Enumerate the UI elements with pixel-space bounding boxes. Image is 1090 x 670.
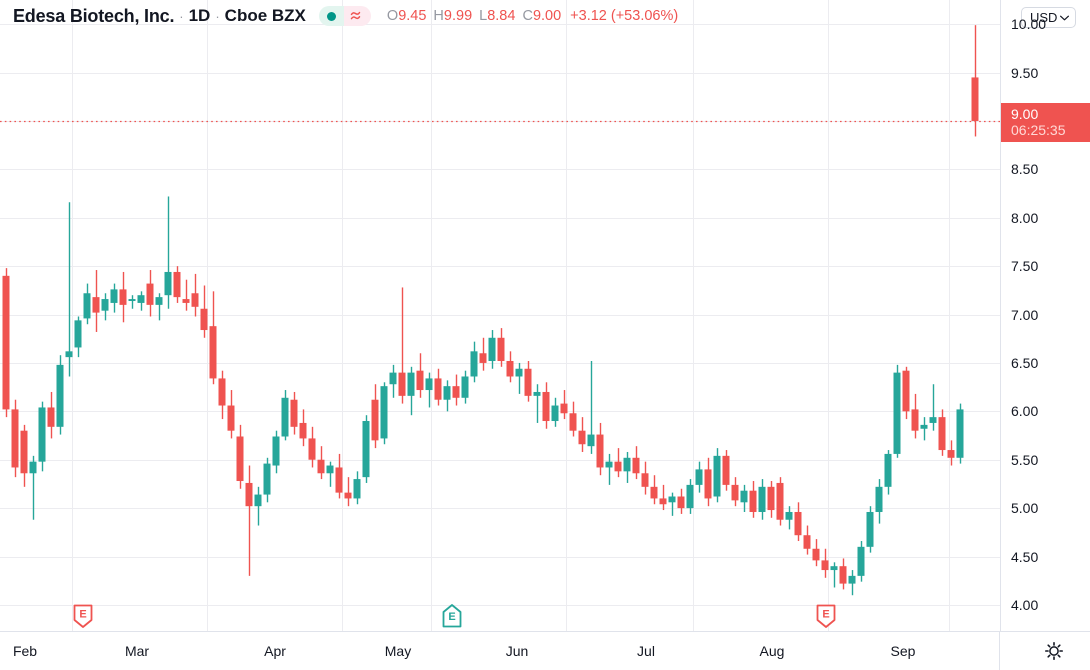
market-open-dot-icon bbox=[326, 11, 336, 21]
exchange-label[interactable]: Cboe BZX bbox=[224, 6, 306, 25]
candlestick-series bbox=[2, 25, 979, 596]
ohlc-open-key: O bbox=[386, 8, 399, 24]
price-scale[interactable]: USD 10.00 9.50 9.00 8.50 8.00 7.50 7.00 6.50 6.0… bbox=[1000, 0, 1090, 632]
earnings-marker-2[interactable]: E bbox=[441, 603, 463, 629]
ohlc-low-key: L bbox=[479, 8, 488, 24]
earnings-pin-down-icon: E bbox=[816, 604, 836, 628]
bar-countdown-timer: 06:25:35 bbox=[1011, 121, 1066, 138]
price-tick-10.00: 10.00 bbox=[1011, 16, 1047, 33]
chart-gridlines bbox=[0, 0, 1000, 632]
time-tick-aug: Aug bbox=[759, 643, 785, 659]
ohlc-close: C 9.00 bbox=[522, 8, 561, 24]
legend-separator-1: · bbox=[179, 8, 184, 24]
price-tick-7.00: 7.00 bbox=[1011, 306, 1039, 323]
time-tick-sep: Sep bbox=[890, 643, 916, 659]
time-tick-may: May bbox=[384, 643, 412, 659]
chevron-down-icon bbox=[1060, 15, 1070, 20]
legend-separator-2: · bbox=[215, 8, 220, 24]
time-tick-jul: Jul bbox=[637, 643, 655, 659]
time-tick-jun: Jun bbox=[505, 643, 529, 659]
current-price-line bbox=[0, 120, 1000, 123]
price-tick-8.00: 8.00 bbox=[1011, 209, 1039, 226]
time-tick-apr: Apr bbox=[264, 643, 286, 659]
ohlc-low-value: 8.84 bbox=[487, 8, 516, 24]
earnings-marker-3[interactable]: E bbox=[815, 603, 837, 629]
current-price-badge[interactable]: 9.00 06:25:35 bbox=[1001, 102, 1090, 142]
approximately-equal-icon bbox=[350, 11, 361, 19]
interval-label[interactable]: 1D bbox=[188, 6, 211, 25]
svg-text:E: E bbox=[822, 609, 829, 621]
scale-corner-divider bbox=[999, 632, 1000, 670]
market-open-indicator[interactable] bbox=[318, 6, 344, 26]
ohlc-high-key: H bbox=[433, 8, 444, 24]
price-tick-4.50: 4.50 bbox=[1011, 548, 1039, 565]
svg-text:E: E bbox=[448, 611, 455, 623]
price-tick-7.50: 7.50 bbox=[1011, 258, 1039, 275]
time-tick-feb: Feb bbox=[12, 643, 38, 659]
ohlc-open: O 9.45 bbox=[387, 8, 427, 24]
time-scale[interactable]: Feb Mar Apr May Jun Jul Aug Sep bbox=[0, 631, 1090, 670]
currency-selector-button[interactable]: USD bbox=[1021, 7, 1077, 28]
ohlc-values: O 9.45 H 9.99 L 8.84 C 9.00 +3.12 (+53.06%) bbox=[387, 8, 678, 24]
current-price-value: 9.00 bbox=[1011, 105, 1039, 122]
ohlc-close-key: C bbox=[522, 8, 533, 24]
svg-text:E: E bbox=[79, 609, 86, 621]
gear-icon bbox=[1044, 641, 1064, 661]
price-tick-8.50: 8.50 bbox=[1011, 161, 1039, 178]
earnings-pin-up-icon: E bbox=[442, 604, 462, 628]
earnings-marker-1[interactable]: E bbox=[72, 603, 94, 629]
ohlc-high-value: 9.99 bbox=[443, 8, 473, 24]
earnings-pin-down-icon: E bbox=[73, 604, 93, 628]
symbol-title[interactable]: Edesa Biotech, Inc. bbox=[13, 5, 175, 26]
ohlc-open-value: 9.45 bbox=[398, 8, 427, 24]
time-tick-mar: Mar bbox=[124, 643, 150, 659]
price-tick-6.50: 6.50 bbox=[1011, 354, 1039, 371]
price-tick-5.50: 5.50 bbox=[1011, 451, 1039, 468]
price-tick-9.50: 9.50 bbox=[1011, 64, 1039, 81]
chart-settings-button[interactable] bbox=[1044, 641, 1064, 661]
ohlc-high: H 9.99 bbox=[433, 8, 472, 24]
market-status-pill[interactable] bbox=[318, 6, 371, 26]
ohlc-low: L 8.84 bbox=[479, 8, 515, 24]
currency-label: USD bbox=[1030, 10, 1058, 25]
extended-hours-indicator[interactable] bbox=[343, 6, 371, 26]
price-tick-5.00: 5.00 bbox=[1011, 500, 1039, 517]
chart-legend-header: Edesa Biotech, Inc. · 1D · Cboe BZX O 9.4… bbox=[0, 0, 1000, 32]
price-change-value: +3.12 (+53.06%) bbox=[570, 8, 679, 24]
price-tick-6.00: 6.00 bbox=[1011, 403, 1039, 420]
price-tick-4.00: 4.00 bbox=[1011, 596, 1039, 613]
ohlc-close-value: 9.00 bbox=[532, 8, 562, 24]
